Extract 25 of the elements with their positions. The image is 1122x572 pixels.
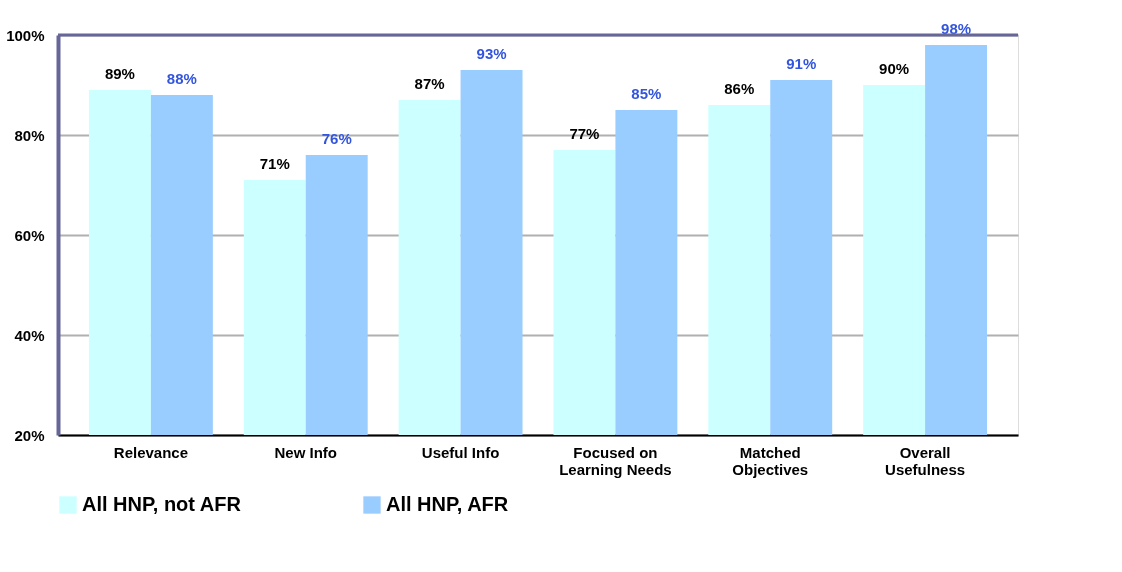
data-label: 88%: [166, 70, 197, 87]
y-tick-label: 80%: [14, 126, 45, 144]
data-label: 90%: [879, 60, 910, 77]
x-tick-label: Overall Usefulness: [885, 443, 966, 478]
data-label: 76%: [321, 130, 352, 147]
data-label: 91%: [786, 55, 817, 72]
y-tick-label: 40%: [14, 326, 45, 344]
data-label: 85%: [631, 85, 662, 102]
y-tick-label: 60%: [14, 226, 45, 244]
legend-label: All HNP, not AFR: [82, 493, 242, 515]
data-label: 87%: [414, 75, 445, 92]
x-tick-label: Useful Info: [421, 443, 500, 461]
data-label: 86%: [724, 80, 755, 97]
data-label: 77%: [569, 125, 600, 142]
x-tick-label: Focused on Learning Needs: [559, 443, 672, 478]
y-tick-label: 20%: [14, 426, 45, 444]
legend-label: All HNP, AFR: [386, 493, 509, 515]
data-label: 89%: [104, 65, 135, 82]
x-tick-label: Relevance: [113, 443, 189, 461]
y-tick-label: 100%: [6, 26, 45, 44]
x-tick-label: Matched Objectives: [732, 443, 809, 478]
data-label: 93%: [476, 45, 507, 62]
data-label: 71%: [259, 155, 290, 172]
data-label: 98%: [941, 20, 972, 37]
x-tick-label: New Info: [274, 443, 337, 461]
